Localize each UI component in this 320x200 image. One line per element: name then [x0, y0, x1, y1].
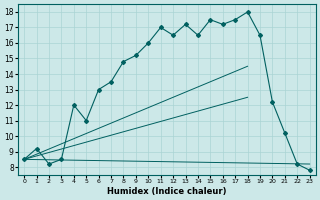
X-axis label: Humidex (Indice chaleur): Humidex (Indice chaleur): [107, 187, 227, 196]
